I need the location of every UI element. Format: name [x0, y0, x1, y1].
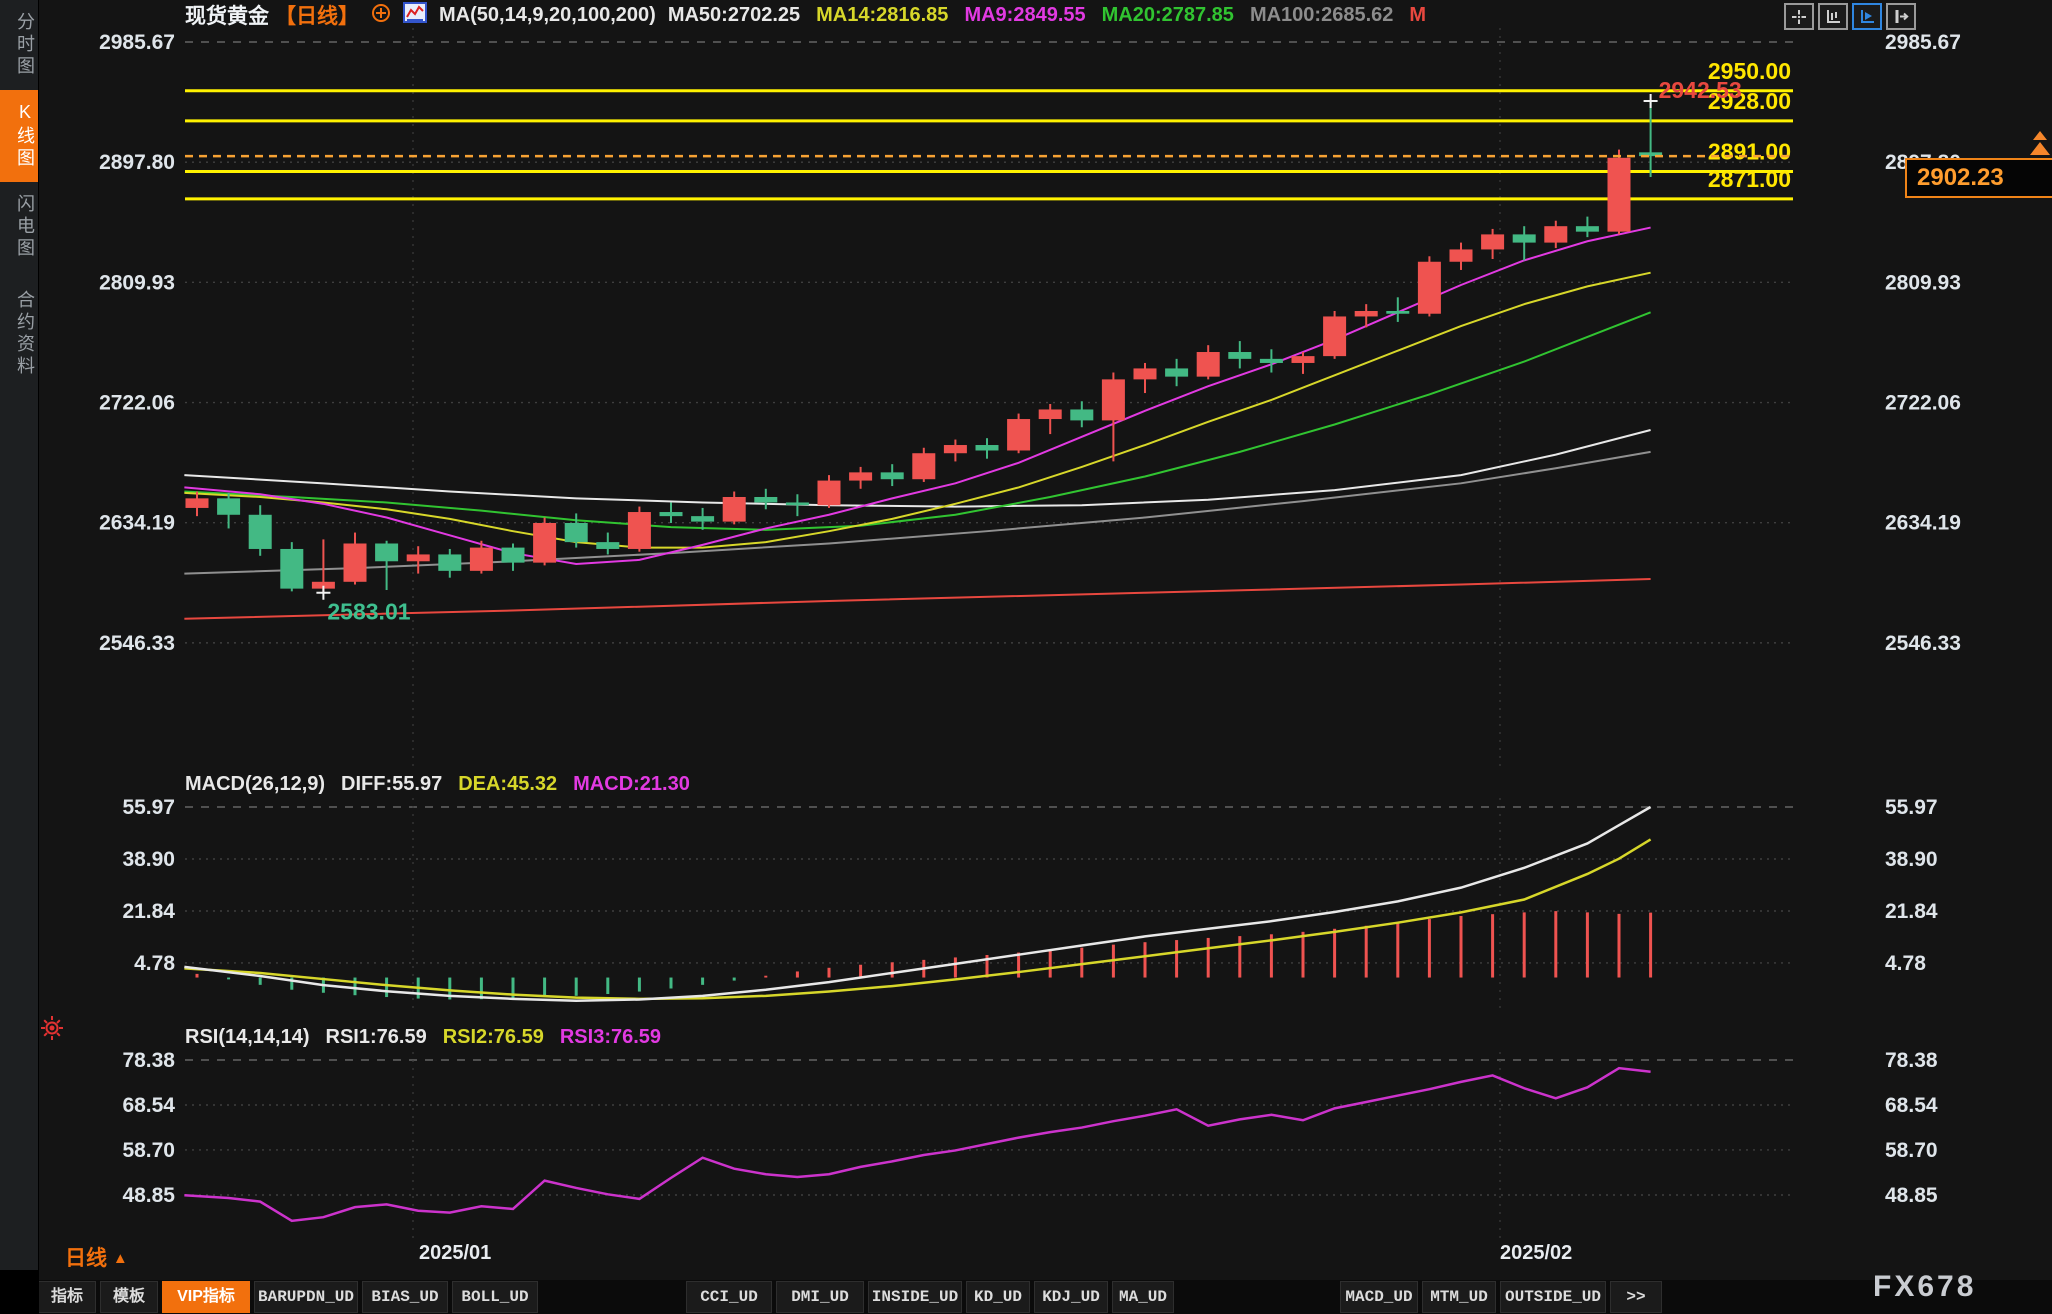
macd-header: MACD(26,12,9) DIFF:55.97 DEA:45.32 MACD:21… [185, 773, 690, 796]
indicator-tab-[interactable]: >> [1610, 1281, 1662, 1313]
svg-text:2546.33: 2546.33 [1885, 632, 1961, 655]
indicator-tab-mtmud[interactable]: MTM_UD [1422, 1281, 1496, 1313]
price-up-arrow-icon [2028, 131, 2052, 155]
indicator-tab-kdjud[interactable]: KDJ_UD [1034, 1281, 1108, 1313]
macd-value-1: DEA:45.32 [458, 773, 558, 795]
watermark: FX678 [1873, 1270, 1977, 1303]
symbol-title: 现货黄金 [185, 5, 269, 28]
svg-text:48.85: 48.85 [1885, 1184, 1938, 1207]
main-area: 现货黄金 【日线】 MA(50,14,9,20,100,200) MA50:27… [38, 0, 2052, 1314]
current-price-box: 2902.23 [1905, 158, 2052, 198]
rsi-values: RSI1:76.59 RSI2:76.59 RSI3:76.59 [326, 1026, 662, 1049]
svg-text:2891.00: 2891.00 [1708, 138, 1791, 164]
alert-burst-icon[interactable] [38, 1013, 66, 1048]
svg-text:2950.00: 2950.00 [1708, 58, 1791, 84]
svg-text:58.70: 58.70 [1885, 1139, 1938, 1162]
svg-text:4.78: 4.78 [1885, 952, 1926, 975]
rsi-value-1: RSI2:76.59 [442, 1026, 544, 1048]
indicator-tab-[interactable]: 模板 [100, 1281, 158, 1313]
axis-scale-icon[interactable] [1818, 3, 1848, 30]
indicator-tab-biasud[interactable]: BIAS_UD [362, 1281, 448, 1313]
svg-text:2546.33: 2546.33 [99, 632, 175, 655]
indicator-tab-maud[interactable]: MA_UD [1112, 1281, 1174, 1313]
svg-text:2985.67: 2985.67 [99, 31, 175, 54]
svg-text:2985.67: 2985.67 [1885, 31, 1961, 54]
ma-value-1: MA14:2816.85 [816, 3, 949, 26]
svg-text:68.54: 68.54 [122, 1094, 175, 1117]
candlestick-pane[interactable]: 2985.672985.672897.802897.802809.932809.… [38, 28, 2052, 774]
rsi-value-2: RSI3:76.59 [559, 1026, 662, 1048]
sidebar-tab-0[interactable]: 分时图 [15, 12, 35, 78]
svg-text:38.90: 38.90 [122, 848, 175, 871]
sidebar-tab-1[interactable]: K线图 [0, 90, 38, 182]
indicator-tab-bar: 指标 模板 VIP指标 BARUPDN_UD BIAS_UD BOLL_UD CCI_UD D… [38, 1280, 2052, 1314]
macd-value-2: MACD:21.30 [573, 773, 690, 795]
ma-value-0: MA50:2702.25 [667, 3, 801, 26]
macd-value-0: DIFF:55.97 [341, 773, 443, 795]
ma-value-3: MA20:2787.85 [1101, 3, 1234, 26]
collapse-panel-icon[interactable] [1886, 3, 1916, 30]
chevron-up-icon: ▲ [112, 1250, 128, 1267]
svg-text:55.97: 55.97 [1885, 798, 1938, 819]
indicator-tab-outsideud[interactable]: OUTSIDE_UD [1500, 1281, 1606, 1313]
svg-text:2871.00: 2871.00 [1708, 166, 1791, 192]
svg-text:55.97: 55.97 [122, 798, 175, 819]
corner-block [0, 1270, 38, 1314]
chart-type-icon[interactable] [403, 2, 427, 28]
svg-text:2583.01: 2583.01 [327, 599, 410, 625]
chart-toolbar [1784, 3, 1916, 30]
chart-header: 现货黄金 【日线】 MA(50,14,9,20,100,200) MA50:27… [185, 0, 1426, 30]
svg-text:2722.06: 2722.06 [99, 392, 175, 415]
indicator-tab-bollud[interactable]: BOLL_UD [452, 1281, 538, 1313]
macd-pane[interactable]: 55.97 55.97 38.90 38.90 21.84 21.84 4.78 4.78 [38, 798, 2052, 1014]
macd-title: MACD(26,12,9) [185, 773, 326, 795]
ma-values: MA50:2702.25 MA14:2816.85 MA9:2849.55 MA20:… [668, 4, 1426, 27]
svg-text:4.78: 4.78 [134, 952, 175, 975]
indicator-tab-barupdnud[interactable]: BARUPDN_UD [254, 1281, 358, 1313]
x-axis-date-january: 2025/01 [419, 1242, 492, 1264]
add-indicator-icon[interactable] [371, 3, 391, 28]
svg-text:2809.93: 2809.93 [1885, 271, 1961, 294]
indicator-tab-macdud[interactable]: MACD_UD [1340, 1281, 1418, 1313]
ma-value-4: MA100:2685.62 [1249, 3, 1394, 26]
rsi-value-0: RSI1:76.59 [325, 1026, 427, 1048]
x-axis-date-february: 2025/02 [1500, 1242, 1573, 1264]
svg-text:58.70: 58.70 [122, 1139, 175, 1162]
macd-values: DIFF:55.97 DEA:45.32 MACD:21.30 [341, 773, 690, 796]
indicator-tab-cciud[interactable]: CCI_UD [686, 1281, 772, 1313]
ma-value-5: M [1409, 3, 1427, 26]
svg-text:21.84: 21.84 [1885, 900, 1938, 923]
svg-text:2634.19: 2634.19 [1885, 512, 1961, 535]
indicator-tab-[interactable]: 指标 [38, 1281, 96, 1313]
axis-play-icon[interactable] [1852, 3, 1882, 30]
svg-text:78.38: 78.38 [122, 1052, 175, 1072]
svg-text:2809.93: 2809.93 [99, 271, 175, 294]
svg-text:2722.06: 2722.06 [1885, 392, 1961, 415]
ma-params-label: MA(50,14,9,20,100,200) [439, 3, 656, 26]
rsi-header: RSI(14,14,14) RSI1:76.59 RSI2:76.59 RSI3:7… [185, 1026, 661, 1049]
rsi-pane[interactable]: 78.38 78.38 68.54 68.54 58.70 58.70 48.85 48.85 [38, 1052, 2052, 1240]
indicator-tab-vip[interactable]: VIP指标 [162, 1281, 250, 1313]
indicator-tab-insideud[interactable]: INSIDE_UD [868, 1281, 962, 1313]
period-badge[interactable]: 【日线】 [275, 5, 359, 28]
svg-text:68.54: 68.54 [1885, 1094, 1938, 1117]
indicator-tab-dmiud[interactable]: DMI_UD [776, 1281, 864, 1313]
svg-text:38.90: 38.90 [1885, 848, 1938, 871]
sidebar-tab-2[interactable]: 闪电图 [15, 194, 35, 260]
svg-text:2942.53: 2942.53 [1659, 77, 1742, 103]
svg-text:2634.19: 2634.19 [99, 512, 175, 535]
crosshair-icon[interactable] [1784, 3, 1814, 30]
rsi-title: RSI(14,14,14) [185, 1026, 310, 1048]
sidebar-tab-3[interactable]: 合约资料 [15, 290, 35, 378]
svg-text:2897.80: 2897.80 [99, 151, 175, 174]
svg-text:78.38: 78.38 [1885, 1052, 1938, 1072]
indicator-tab-kdud[interactable]: KD_UD [966, 1281, 1030, 1313]
ma-value-2: MA9:2849.55 [964, 3, 1086, 26]
svg-text:21.84: 21.84 [122, 900, 175, 923]
period-selector[interactable]: 日线 ▲ [65, 1247, 128, 1270]
svg-text:48.85: 48.85 [122, 1184, 175, 1207]
svg-text:2928.00: 2928.00 [1708, 88, 1791, 114]
sidebar: 分时图 K线图闪电图合约资料 [0, 0, 39, 1314]
